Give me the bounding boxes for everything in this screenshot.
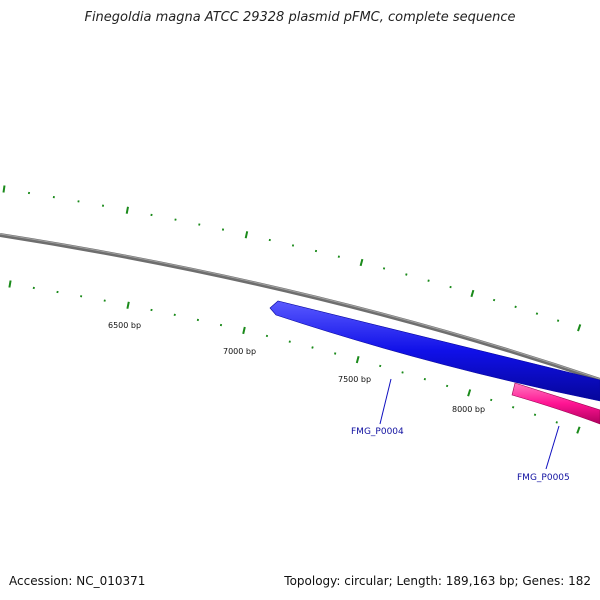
tick-label-7500: 7500 bp [338, 375, 371, 384]
ruler-tick-minor [379, 364, 382, 368]
accession-text: Accession: NC_010371 [9, 574, 146, 588]
tick-label-8000: 8000 bp [452, 405, 485, 414]
ruler-tick-minor [445, 384, 449, 388]
ruler-tick-minor [311, 346, 314, 349]
ruler-tick-major [126, 301, 130, 309]
outer-tick-minor [492, 298, 496, 302]
outer-tick-major [359, 258, 364, 267]
outer-tick-major [470, 289, 475, 298]
outer-tick-major [125, 206, 129, 214]
ruler-tick-minor [555, 421, 558, 424]
page-title: Finegoldia magna ATCC 29328 plasmid pFMC… [84, 10, 516, 25]
gene-arrow[interactable] [269, 300, 600, 402]
outer-tick-minor [337, 255, 340, 258]
outer-tick-major [577, 324, 582, 332]
label-leader-fmg-p0004 [379, 378, 392, 425]
outer-tick-minor [382, 267, 386, 270]
outer-tick-minor [535, 312, 539, 315]
ruler-tick-minor [490, 398, 493, 402]
ruler-tick-minor [265, 334, 269, 338]
tick-label-6500: 6500 bp [108, 321, 141, 330]
ruler-tick-minor [423, 377, 426, 381]
outer-tick-minor [556, 319, 560, 322]
ruler-tick-minor [173, 313, 176, 317]
ruler-tick-minor [334, 352, 337, 355]
outer-tick-minor [449, 285, 452, 289]
gene-label-fmg-p0005[interactable]: FMG_P0005 [517, 473, 570, 483]
ruler-tick-minor [533, 413, 537, 416]
sequence-backbone-highlight [0, 233, 600, 380]
outer-tick-major [2, 185, 6, 193]
ruler-tick-major [467, 389, 472, 397]
outer-tick-minor [405, 273, 408, 276]
ruler-tick-major [576, 426, 581, 434]
sequence-backbone [0, 233, 600, 382]
outer-tick-major [244, 231, 249, 239]
gene-label-fmg-p0004[interactable]: FMG_P0004 [351, 427, 404, 437]
label-leader-fmg-p0005 [545, 425, 560, 470]
topology-summary: Topology: circular; Length: 189,163 bp; … [284, 574, 591, 588]
ruler-tick-major [242, 326, 246, 335]
outer-tick-minor [514, 305, 517, 309]
tick-label-7000: 7000 bp [223, 347, 256, 356]
ruler-tick-minor [288, 340, 291, 343]
ruler-tick-minor [511, 405, 515, 409]
outer-tick-ring [2, 185, 582, 332]
gene-feature-fmg-p0004[interactable] [269, 300, 600, 402]
outer-tick-minor [427, 279, 430, 282]
ruler-tick-minor [401, 371, 404, 374]
ruler-tick-major [8, 280, 12, 288]
ruler-tick-major [355, 356, 360, 364]
ruler-ticks [8, 280, 581, 434]
